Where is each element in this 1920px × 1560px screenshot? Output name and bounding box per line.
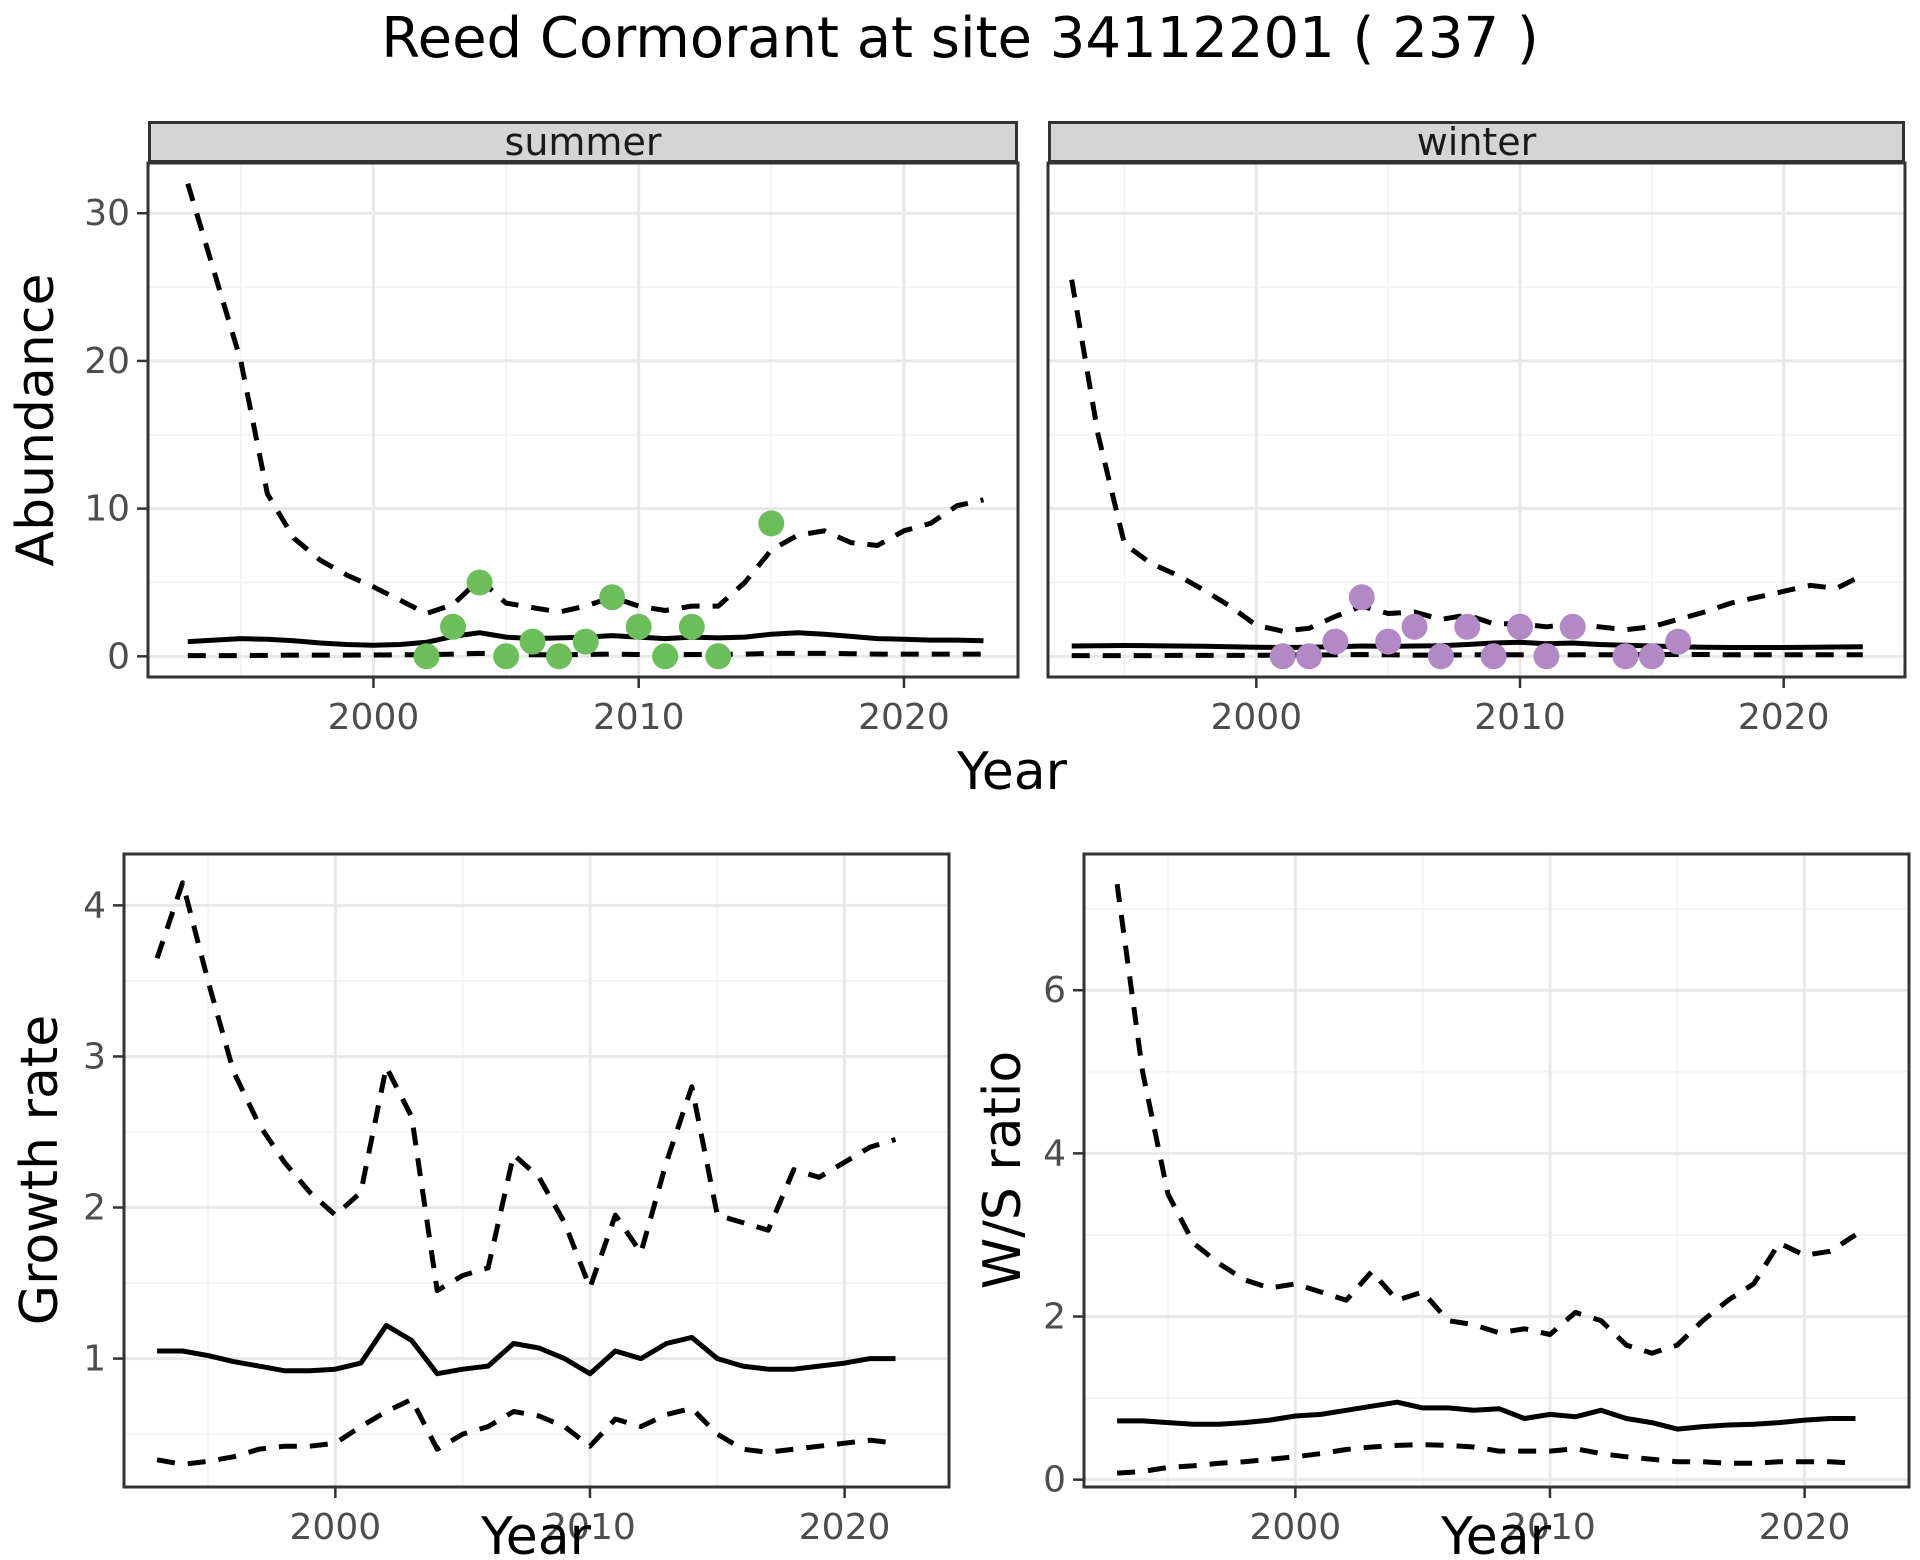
data-point [546,643,573,670]
data-point [599,584,626,611]
x-tick-label: 2010 [593,697,685,738]
fit-line [157,1322,896,1377]
data-point [678,613,705,640]
upper-ci-line [154,880,897,1294]
y-tick-label: 30 [84,193,130,234]
data-point [1375,628,1402,655]
data-point [1322,628,1349,655]
chart-title: Reed Cormorant at site 34112201 ( 237 ) [381,6,1539,71]
data-point [519,628,546,655]
panel-growth-rate: 2000 2010 2020 1 2 3 4 [83,852,951,1548]
data-point [1296,643,1323,670]
y-tick-label: 6 [1043,970,1066,1011]
upper-ci-line [1069,279,1864,634]
y-tick-label: 0 [1043,1460,1066,1501]
panel-border [122,852,951,1489]
fit-line [1071,639,1863,650]
lower-ci-line [187,650,984,659]
y-tick-label: 2 [83,1188,106,1229]
y-tick-label: 1 [83,1339,106,1380]
x-tick-label: 2020 [858,697,950,738]
panel-abundance-winter: 2000 2010 2020 [1046,161,1907,738]
data-point [1665,628,1692,655]
data-point [652,643,679,670]
y-tick-label: 4 [1043,1133,1066,1174]
x-tick-label: 2010 [1504,1507,1596,1548]
panel-border [1082,852,1911,1489]
data-point [413,643,440,670]
y-axis-title-abundance: Abundance [6,273,66,567]
data-point [1507,613,1533,640]
x-tick-label: 2020 [799,1507,891,1548]
fit-line [1117,1399,1856,1432]
x-tick-label: 2010 [1474,697,1566,738]
data-point [1559,613,1586,640]
panel-abundance-summer: 2000 2010 2020 0 10 20 30 [84,161,1020,738]
x-axis-title-year-growth: Year [480,1507,592,1560]
panel-border [1046,161,1907,679]
x-tick-label: 2000 [1211,697,1303,738]
y-axis-title-ws-ratio: W/S ratio [973,1050,1033,1290]
x-tick-label: 2000 [328,697,420,738]
y-tick-label: 3 [83,1036,106,1077]
facet-strip-label: summer [504,120,662,164]
y-tick-label: 4 [83,885,106,926]
data-point [440,613,466,640]
data-point [1269,643,1296,670]
x-tick-label: 2010 [544,1507,636,1548]
x-axis-title-year-ws: Year [1440,1507,1552,1560]
data-point [1401,613,1428,640]
upper-ci-line [1114,883,1857,1356]
y-axis-title-growth-rate: Growth rate [10,1014,70,1326]
upper-ci-line [185,182,985,616]
y-tick-label: 20 [84,341,130,382]
panel-ws-ratio: 2000 2010 2020 0 2 4 6 [1043,852,1911,1548]
lower-ci-line [1116,1442,1856,1476]
y-tick-label: 0 [107,636,130,677]
x-axis-title-year-top: Year [956,742,1068,802]
x-tick-label: 2000 [1250,1507,1342,1548]
data-point [466,569,493,596]
y-tick-label: 10 [84,489,130,530]
x-tick-label: 2000 [290,1507,382,1548]
facet-strip-winter: winter [1048,120,1905,164]
y-tick-label: 2 [1043,1297,1066,1338]
data-point [1638,643,1665,670]
lower-ci-line [1071,652,1863,659]
data-point [758,510,785,537]
data-point [1348,584,1375,611]
panel-border [146,161,1020,679]
x-tick-label: 2020 [1738,697,1830,738]
data-point [572,628,599,655]
data-point [1427,643,1454,670]
facet-strip-summer: summer [148,120,1018,164]
data-point [1533,643,1560,670]
lower-ci-line [156,1396,896,1467]
data-point [493,643,520,670]
data-point [625,613,652,640]
facet-strip-label: winter [1416,120,1537,164]
x-tick-label: 2020 [1759,1507,1851,1548]
data-point [705,643,732,670]
data-point [1612,643,1639,670]
data-point [1480,643,1507,670]
data-point [1454,613,1481,640]
